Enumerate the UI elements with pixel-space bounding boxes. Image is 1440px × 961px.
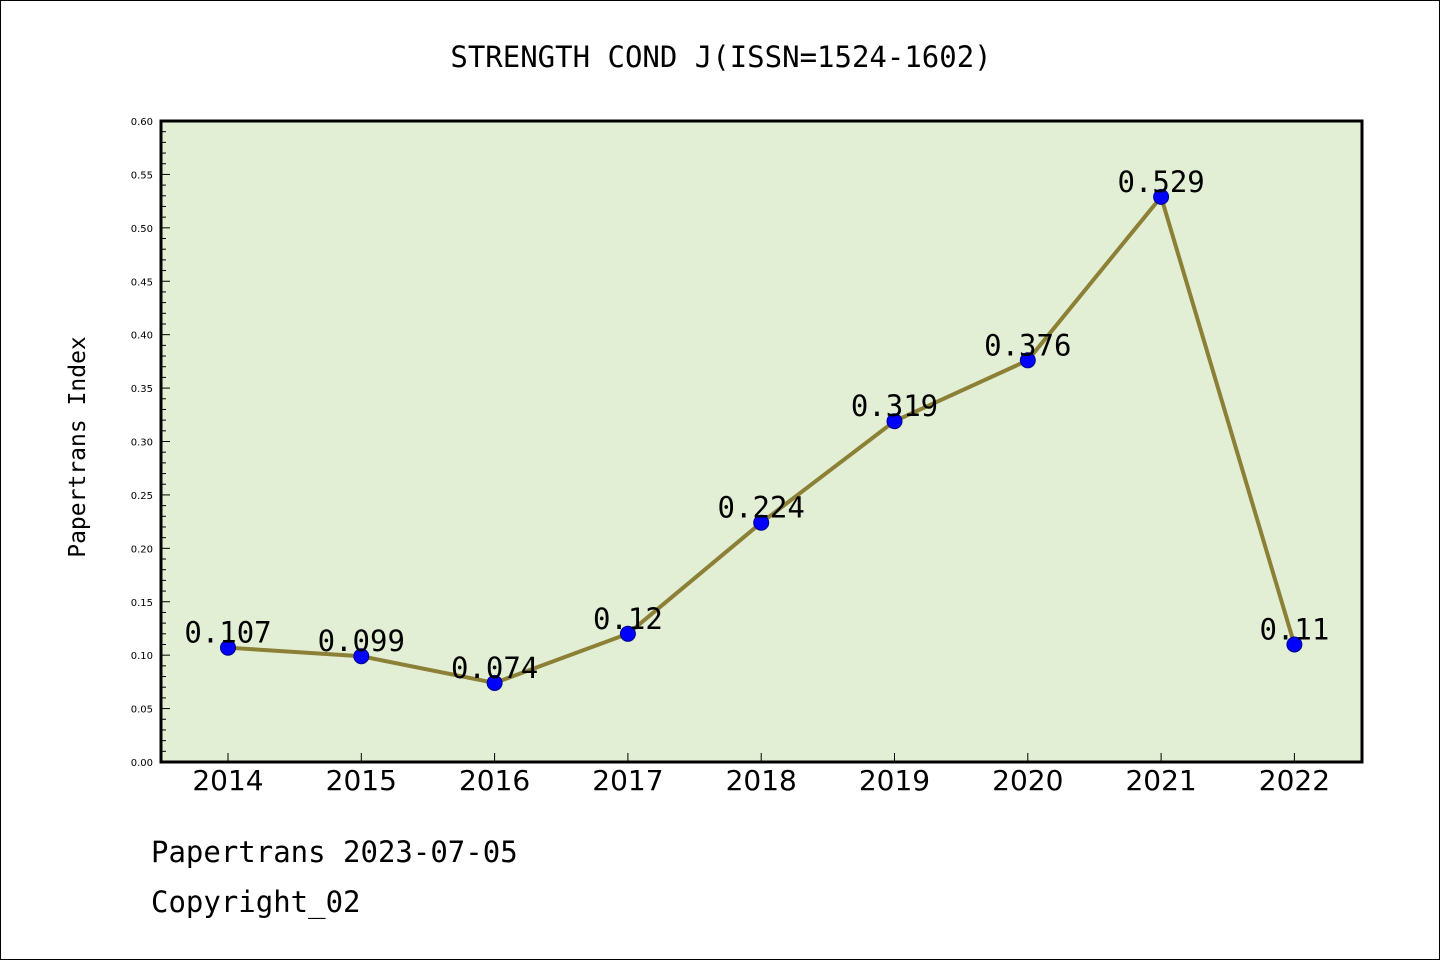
y-tick-label: 0.35 [131,384,153,395]
y-tick-label: 0.15 [131,598,153,609]
y-tick-label: 0.45 [131,277,153,288]
data-point [1286,636,1303,653]
data-point [1153,188,1170,205]
data-point [1019,352,1036,369]
data-point [486,674,503,691]
x-tick-label: 2022 [1259,764,1330,797]
data-point [753,514,770,531]
x-tick-label: 2016 [459,764,530,797]
y-tick-label: 0.00 [131,758,153,769]
data-label: 0.099 [318,624,405,658]
y-tick-label: 0.50 [131,224,153,235]
data-label: 0.224 [718,491,805,525]
y-axis-label: Papertrans Index [65,336,91,558]
y-tick-label: 0.25 [131,491,153,502]
y-tick-label: 0.40 [131,331,153,342]
data-point [619,625,636,642]
data-label: 0.107 [184,616,271,650]
data-point [886,413,903,430]
footer-date: Papertrans 2023-07-05 [151,835,518,869]
x-tick-label: 2021 [1125,764,1196,797]
y-tick-label: 0.55 [131,170,153,181]
y-tick-label: 0.20 [131,544,153,555]
data-label: 0.11 [1259,612,1329,646]
x-tick-label: 2020 [992,764,1063,797]
footer-copyright: Copyright_02 [151,885,361,919]
x-tick-label: 2018 [726,764,797,797]
plot-area [161,121,1362,762]
data-label: 0.376 [984,328,1071,362]
data-point [220,639,236,656]
x-tick-label: 2019 [859,764,930,797]
data-point [353,648,370,665]
y-tick-label: 0.05 [131,705,153,716]
x-tick-label: 2014 [192,764,263,797]
y-tick-label: 0.10 [131,651,153,662]
data-label: 0.529 [1117,165,1204,199]
y-tick-label: 0.30 [131,438,153,449]
y-tick-label: 0.60 [131,117,153,128]
data-label: 0.12 [593,602,663,636]
x-tick-label: 2017 [592,764,663,797]
data-label: 0.319 [851,389,938,423]
x-tick-label: 2015 [326,764,397,797]
data-label: 0.074 [451,651,538,685]
chart-title: STRENGTH COND J(ISSN=1524-1602) [450,40,991,74]
